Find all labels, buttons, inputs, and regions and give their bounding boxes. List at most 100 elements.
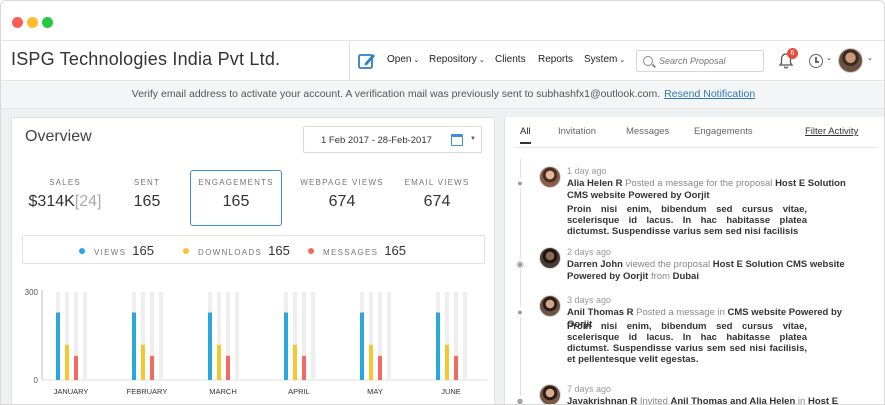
tabs-divider	[515, 147, 877, 148]
nav-open-label: Open	[387, 54, 412, 65]
chart-legend: VIEWS 165 DOWNLOADS 165 MESSAGES 165	[22, 235, 485, 264]
calendar-icon	[451, 134, 463, 146]
avatar[interactable]	[539, 295, 561, 317]
bar-downloads	[65, 344, 69, 380]
chevron-down-icon: ⌄	[619, 57, 626, 64]
activity-time: 3 days ago	[567, 295, 612, 305]
activity-connector: from	[650, 271, 670, 282]
stat-value: 165	[133, 193, 161, 210]
bar-background	[445, 292, 449, 380]
tab-messages[interactable]: Messages	[626, 126, 670, 137]
legend-downloads[interactable]: DOWNLOADS 165	[183, 243, 290, 258]
activity-target[interactable]: Anil Thomas and Alia Helen	[670, 396, 796, 405]
x-tick-label: JUNE	[441, 387, 461, 396]
bar-messages	[74, 355, 78, 380]
bar-downloads	[293, 344, 297, 380]
bar-background	[217, 292, 221, 380]
activity-target-proposal[interactable]: Host E Solution	[807, 396, 839, 405]
chevron-down-icon: ⌄	[478, 57, 485, 64]
engagements-highlight[interactable]	[190, 170, 282, 226]
user-avatar[interactable]	[838, 48, 863, 73]
y-tick-label: 0	[34, 376, 39, 385]
nav-clients[interactable]: Clients	[495, 54, 526, 65]
activity-tabs: All Invitation Messages Engagements Filt…	[505, 117, 884, 147]
caret-down-icon: ▼	[470, 136, 476, 142]
bar-background	[369, 292, 373, 380]
search-input[interactable]	[659, 54, 759, 68]
activity-text: Darren John viewed the proposal Host E S…	[567, 259, 867, 283]
location-icon: ◉	[515, 259, 525, 269]
activity-text: Alia Helen R Posted a message for the pr…	[567, 178, 867, 202]
bar-messages	[302, 355, 306, 380]
close-window-button[interactable]	[12, 17, 23, 28]
tab-invitation[interactable]: Invitation	[558, 126, 597, 137]
activity-actor[interactable]: Anil Thomas R	[567, 307, 634, 318]
activity-time: 2 days ago	[567, 247, 612, 257]
chevron-down-icon[interactable]: ⌄	[867, 55, 873, 62]
stat-engagements[interactable]: ENGAGEMENTS 165	[190, 178, 282, 211]
stat-value: 674	[423, 193, 451, 210]
date-range-picker[interactable]: 1 Feb 2017 - 28-Feb-2017 ▼	[303, 126, 482, 153]
activity-bar-chart: 300 0 JANUARY FEBRUARY MARCH APRIL MAY JUNE	[25, 288, 487, 396]
resend-notification-link[interactable]: Resend Notification	[664, 88, 756, 100]
legend-views[interactable]: VIEWS 165	[79, 243, 154, 258]
window-titlebar	[1, 1, 884, 41]
activity-actor[interactable]: Alia Helen R	[567, 178, 623, 189]
nav-system[interactable]: System ⌄	[584, 54, 625, 65]
x-tick-label: MARCH	[209, 387, 237, 396]
stat-label: ENGAGEMENTS	[198, 178, 274, 187]
activity-message: Proin nisi enim, bibendum sed cursus vit…	[567, 204, 807, 237]
bar-downloads	[369, 344, 373, 380]
avatar[interactable]	[539, 384, 561, 404]
x-tick-label: MAY	[367, 387, 383, 396]
activity-target[interactable]: CMS website Powered by Oorjit	[567, 307, 843, 330]
bar-background	[293, 292, 297, 380]
bar-downloads	[217, 344, 221, 380]
user-icon: ☻	[515, 396, 525, 405]
bar-messages	[150, 355, 154, 380]
nav-open[interactable]: Open ⌄	[387, 54, 419, 65]
y-tick-label: 300	[25, 288, 39, 297]
legend-label: MESSAGES	[323, 248, 379, 257]
avatar[interactable]	[539, 166, 561, 188]
minimize-window-button[interactable]	[27, 17, 38, 28]
activity-target[interactable]: Host E Solution CMS website Powered by O…	[567, 178, 846, 201]
maximize-window-button[interactable]	[42, 17, 53, 28]
legend-messages[interactable]: MESSAGES 165	[308, 243, 406, 258]
nav-repository[interactable]: Repository ⌄	[429, 54, 485, 65]
bar-background	[159, 292, 163, 380]
tab-all[interactable]: All	[520, 126, 531, 144]
tab-engagements[interactable]: Engagements	[694, 126, 753, 137]
main-content: Overview 1 Feb 2017 - 28-Feb-2017 ▼ SALE…	[1, 109, 884, 405]
clock-icon[interactable]	[809, 54, 823, 68]
activity-target[interactable]: Host E Solution CMS website Powered by O…	[567, 259, 845, 282]
date-range-value: 1 Feb 2017 - 28-Feb-2017	[321, 135, 432, 146]
activity-actor[interactable]: Darren John	[567, 259, 623, 270]
bar-messages	[378, 355, 382, 380]
edit-proposal-icon[interactable]	[357, 51, 377, 71]
bar-background	[141, 292, 145, 380]
bar-background	[302, 292, 306, 380]
avatar[interactable]	[539, 247, 561, 269]
notice-text: Verify email address to activate your ac…	[131, 88, 661, 100]
bar-background	[74, 292, 78, 380]
stat-label: SALES	[49, 178, 81, 187]
stat-sent: SENT 165	[112, 178, 182, 211]
stat-value: $314K[24]	[24, 193, 106, 211]
legend-value: 165	[384, 243, 407, 258]
legend-dot	[79, 248, 85, 254]
activity-actor[interactable]: Jayakrishnan R	[567, 396, 638, 405]
chevron-down-icon[interactable]: ⌄	[826, 55, 832, 62]
bar-views	[436, 312, 440, 380]
bar-views	[360, 312, 364, 380]
filter-activity-link[interactable]: Filter Activity	[805, 126, 859, 137]
activity-action: Invited	[639, 396, 668, 405]
chevron-down-icon: ⌄	[413, 57, 420, 64]
bar-downloads	[141, 344, 145, 380]
notification-badge: 6	[787, 48, 798, 59]
nav-reports[interactable]: Reports	[538, 54, 574, 65]
stat-label: SENT	[133, 178, 161, 187]
activity-message: Proin nisi enim, bibendum sed cursus vit…	[567, 321, 807, 365]
legend-dot	[308, 248, 314, 254]
